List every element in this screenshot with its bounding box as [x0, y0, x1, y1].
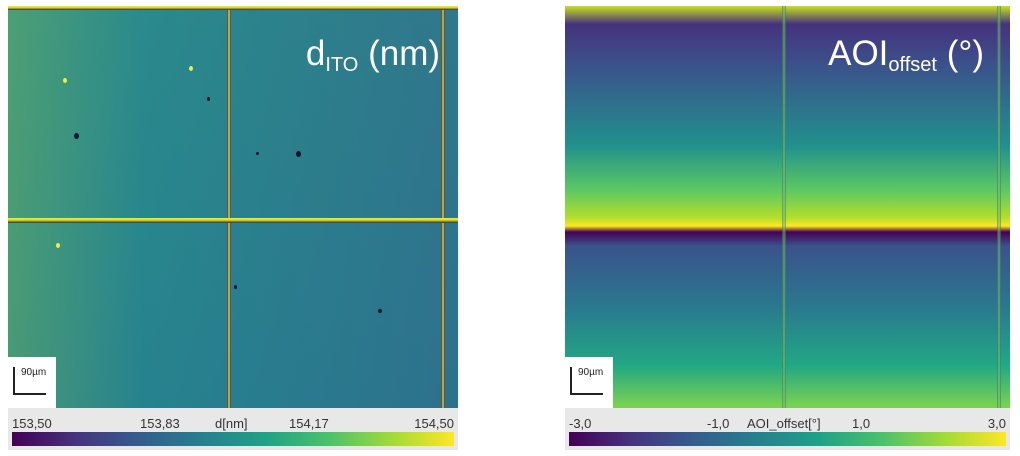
map-title: AOIoffset (°) — [828, 34, 984, 76]
colorbar: 153,50 153,83 d[nm] 154,17 154,50 — [8, 408, 458, 450]
cell-divider-vertical — [227, 6, 231, 408]
defect-spot — [296, 151, 301, 157]
colorbar-gradient — [12, 432, 454, 446]
defect-spot — [378, 309, 382, 313]
defect-spot — [207, 97, 210, 101]
ito-thickness-map: dITO (nm) — [8, 6, 458, 408]
colorbar: -3,0 -1,0 AOI_offset[°] 1,0 3,0 — [565, 408, 1010, 450]
aoi-offset-map: AOIoffset (°) — [565, 6, 1010, 408]
cell-divider-vertical — [441, 6, 445, 408]
aoi-offset-panel: AOIoffset (°) 90µm -3,0 -1,0 AOI_offset[… — [565, 6, 1010, 450]
cell-divider-horizontal — [8, 218, 458, 223]
colorbar-tick: -1,0 — [707, 416, 730, 431]
cell-divider-vertical — [997, 6, 1001, 408]
defect-spot — [189, 66, 193, 71]
defect-spot — [256, 152, 259, 155]
cell-divider-horizontal — [8, 6, 458, 10]
scale-bar-label: 90µm — [21, 367, 47, 378]
colorbar-ticks: -3,0 -1,0 AOI_offset[°] 1,0 3,0 — [569, 416, 1006, 432]
colorbar-tick: 1,0 — [852, 416, 871, 431]
colorbar-ticks: 153,50 153,83 d[nm] 154,17 154,50 — [12, 416, 454, 432]
scale-bar-label: 90µm — [578, 367, 604, 378]
colorbar-tick: -3,0 — [569, 416, 592, 431]
defect-spot — [56, 243, 60, 248]
colorbar-tick: 3,0 — [987, 416, 1006, 431]
colorbar-gradient — [569, 432, 1006, 446]
colorbar-tick: 154,17 — [289, 416, 329, 431]
colorbar-tick: 154,50 — [414, 416, 454, 431]
map-title: dITO (nm) — [305, 34, 440, 76]
colorbar-tick: 153,50 — [12, 416, 52, 431]
defect-spot — [74, 133, 79, 139]
scale-bar: 90µm — [8, 357, 56, 408]
defect-spot — [63, 78, 67, 83]
cell-divider-vertical — [782, 6, 786, 408]
colorbar-tick: 153,83 — [140, 416, 180, 431]
colorbar-label: AOI_offset[°] — [747, 416, 821, 431]
ito-thickness-panel: dITO (nm) 90µm 153,50 153,83 d[nm] 154,1… — [8, 6, 458, 450]
scale-bar: 90µm — [565, 357, 613, 408]
colorbar-label: d[nm] — [215, 416, 248, 431]
defect-spot — [234, 285, 237, 289]
